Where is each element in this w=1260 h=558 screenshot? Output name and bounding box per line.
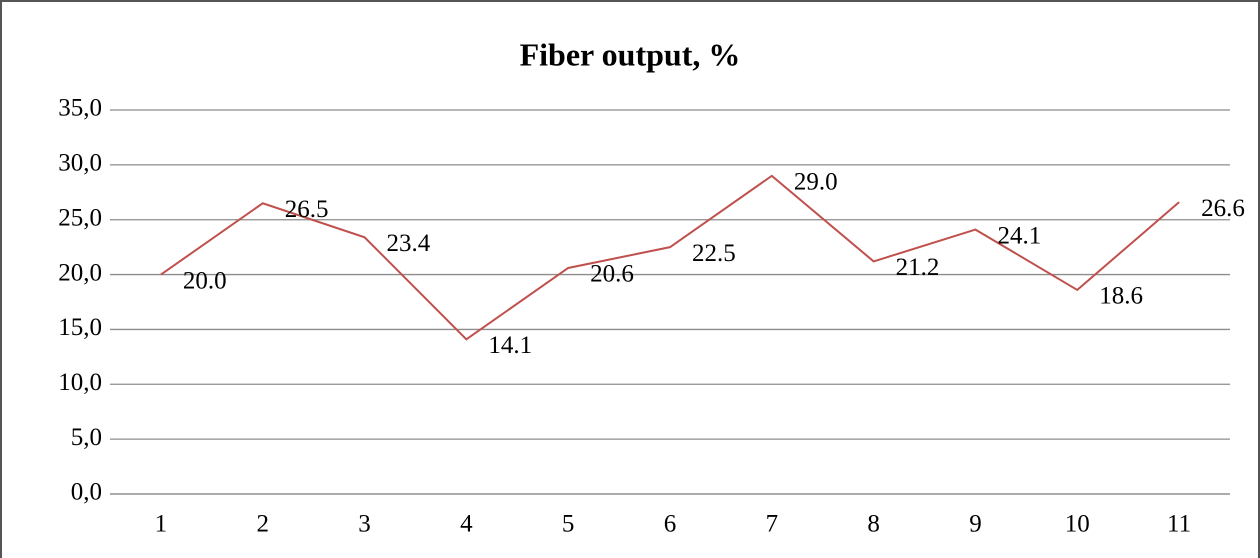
y-tick-label: 35,0 [58,95,102,122]
data-label: 20.0 [183,267,227,294]
data-label: 20.6 [590,261,634,288]
data-label: 26.6 [1201,195,1245,222]
x-tick-label: 6 [664,511,677,538]
x-tick-label: 9 [969,511,982,538]
y-tick-label: 15,0 [58,314,102,341]
x-tick-label: 1 [155,511,168,538]
data-label: 21.2 [896,254,940,281]
data-label: 24.1 [997,222,1041,249]
chart-title: Fiber output, % [520,36,741,72]
data-label: 14.1 [488,332,532,359]
x-tick-label: 7 [766,511,779,538]
data-label: 23.4 [387,230,431,257]
y-tick-label: 20,0 [58,259,102,286]
y-tick-label: 10,0 [58,369,102,396]
line [160,174,1180,341]
x-tick-label: 4 [460,511,473,538]
data-label: 29.0 [794,169,838,196]
x-tick-label: 2 [256,511,269,538]
y-tick-label: 30,0 [58,150,102,177]
data-label: 26.5 [285,196,329,223]
data-label: 18.6 [1099,283,1143,310]
y-tick-label: 25,0 [58,204,102,231]
x-tick-label: 8 [867,511,880,538]
x-tick-label: 3 [358,511,371,538]
x-tick-label: 10 [1065,511,1090,538]
y-tick-label: 5,0 [71,424,102,451]
data-label: 22.5 [692,240,736,267]
y-tick-label: 0,0 [71,479,102,506]
x-tick-label: 5 [562,511,575,538]
x-tick-label: 11 [1167,511,1191,538]
